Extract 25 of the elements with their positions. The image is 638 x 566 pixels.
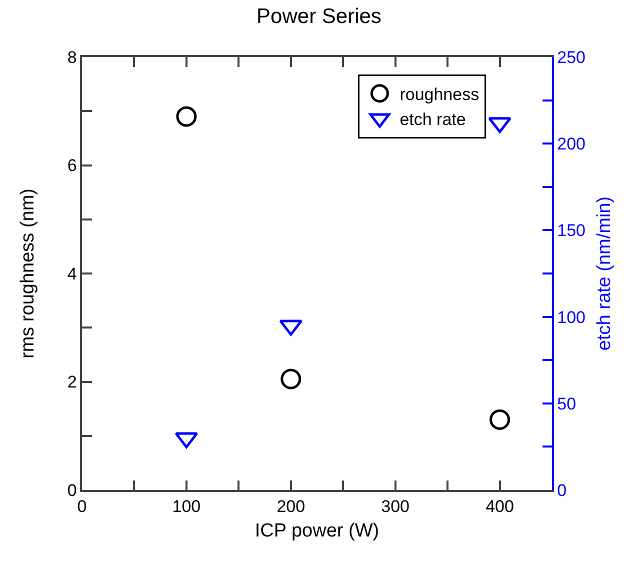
legend-label: roughness	[400, 85, 480, 104]
y2-tick-label: 50	[557, 394, 576, 414]
y-tick-label: 4	[67, 264, 77, 284]
point	[490, 409, 510, 430]
y2-tick-label: 250	[557, 48, 586, 67]
y2-tick-label: 200	[557, 134, 586, 154]
point	[176, 106, 197, 127]
y-tick-label: 8	[67, 48, 77, 67]
chart-title: Power Series	[256, 5, 382, 28]
x-tick-label: 100	[172, 497, 201, 516]
y2-axis-title: etch rate (nm/min)	[594, 196, 615, 351]
y2-tick-label: 0	[557, 480, 567, 500]
x-tick-label: 300	[381, 497, 410, 516]
y-tick-label: 6	[67, 156, 77, 176]
point	[488, 117, 512, 134]
y2-tick-label: 150	[557, 221, 586, 240]
x-tick-label: 400	[486, 497, 514, 516]
x-tick-label: 200	[276, 497, 306, 516]
point	[280, 368, 302, 390]
y-tick-label: 2	[67, 372, 77, 392]
legend-label: etch rate	[400, 110, 466, 130]
x-axis-title: ICP power (W)	[254, 520, 380, 542]
y-tick-label: 0	[67, 480, 77, 500]
y2-tick-label: 100	[557, 308, 586, 327]
y-axis-title: rms roughness (nm)	[18, 188, 38, 358]
